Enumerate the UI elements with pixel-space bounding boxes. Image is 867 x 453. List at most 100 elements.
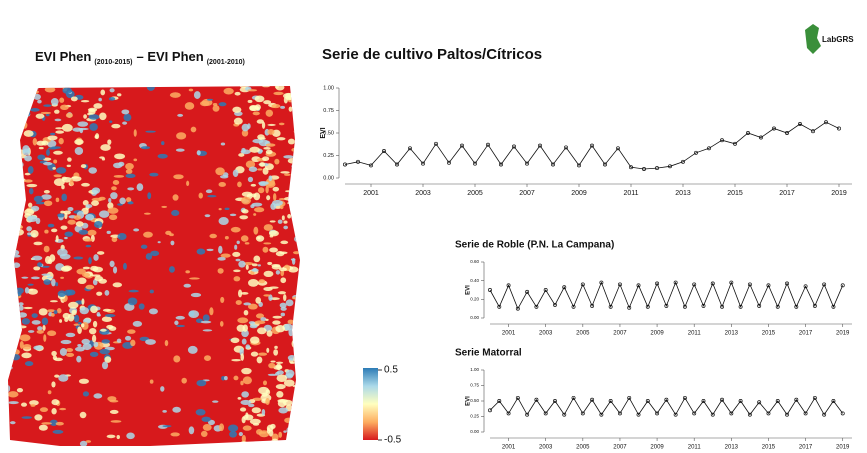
map-patch <box>250 270 255 276</box>
map-patch <box>53 150 63 155</box>
map-patch <box>33 86 39 90</box>
data-point <box>473 161 477 166</box>
map-patch <box>249 146 260 153</box>
map-patch <box>10 94 20 100</box>
map-patch <box>280 306 287 311</box>
map-patch <box>41 194 52 200</box>
map-patch <box>61 184 65 190</box>
map-patch <box>266 347 270 353</box>
map-patch <box>81 182 90 187</box>
map-patch <box>286 426 293 434</box>
map-patch <box>8 222 16 231</box>
y-tick-label: 1.00 <box>323 85 334 91</box>
map-title-sub: (2010-2015) <box>94 59 132 66</box>
map-patch <box>107 139 112 146</box>
map-patch <box>148 308 158 315</box>
data-point <box>645 399 650 403</box>
y-tick-label: 0.50 <box>323 130 334 136</box>
map-patch <box>218 245 223 254</box>
map-patch <box>262 156 270 162</box>
y-tick-label: 0.60 <box>470 259 479 264</box>
data-point <box>447 160 451 165</box>
data-point <box>506 411 511 416</box>
map-patch <box>43 161 53 166</box>
data-point <box>538 143 542 148</box>
map-patch <box>107 202 114 210</box>
map-patch <box>12 240 18 244</box>
map-patch <box>247 303 258 310</box>
map-patch <box>12 349 20 355</box>
map-patch <box>283 220 288 224</box>
data-point <box>673 412 678 417</box>
x-tick-label: 2013 <box>725 331 739 337</box>
map-patch <box>165 230 172 236</box>
map-patch <box>9 129 18 136</box>
map-patch <box>18 302 24 306</box>
map-patch <box>207 419 215 426</box>
data-point <box>636 283 641 288</box>
map-patch <box>280 277 287 284</box>
map-patch <box>27 202 33 208</box>
x-tick-label: 2017 <box>799 331 813 337</box>
map-patch <box>112 266 118 274</box>
map-patch <box>46 276 54 279</box>
data-point <box>534 397 539 402</box>
map-patch <box>150 250 160 257</box>
map-patch <box>89 327 97 335</box>
map-patch <box>47 223 55 228</box>
map-patch <box>47 390 52 395</box>
map-patch <box>33 241 43 246</box>
map-patch <box>181 377 187 384</box>
map-patch <box>254 320 266 325</box>
data-point <box>562 285 567 290</box>
map-patch <box>289 435 295 440</box>
map-patch <box>275 361 284 364</box>
map-patch <box>257 236 261 240</box>
map-patch <box>190 292 202 298</box>
map-patch <box>200 100 210 107</box>
map-patch <box>241 329 249 338</box>
map-patch <box>12 249 20 256</box>
map-patch <box>288 437 293 444</box>
map-patch <box>207 194 217 198</box>
map-patch <box>149 379 154 384</box>
map-patch <box>149 289 154 294</box>
map-patch <box>77 277 87 285</box>
map-patch <box>133 228 140 232</box>
map-patch <box>284 190 296 193</box>
y-tick-label: 0.00 <box>470 315 479 320</box>
map-patch <box>125 173 136 179</box>
map-patch <box>51 228 58 233</box>
map-patch <box>195 408 206 416</box>
map-patch <box>37 99 42 104</box>
map-patch <box>14 302 20 310</box>
data-point <box>729 411 734 416</box>
map-patch <box>30 108 40 112</box>
map-patch <box>31 255 43 261</box>
map-patch <box>44 229 49 234</box>
map-patch <box>12 337 18 345</box>
y-tick-label: 1.00 <box>470 367 479 372</box>
data-point <box>590 397 595 402</box>
map-patch <box>219 174 229 179</box>
map-patch <box>43 189 50 194</box>
map-patch <box>98 210 110 218</box>
map-patch <box>79 127 84 134</box>
map-patch <box>237 181 242 188</box>
data-point <box>692 282 697 287</box>
map-patch <box>77 121 89 127</box>
map-patch <box>93 103 103 109</box>
map-patch <box>233 269 241 273</box>
map-patch <box>33 93 41 100</box>
map-patch <box>171 209 180 217</box>
map-patch <box>39 407 49 413</box>
map-patch <box>14 228 24 236</box>
map-patch <box>9 233 19 239</box>
map-patch <box>106 324 114 329</box>
map-patch <box>287 201 295 205</box>
map-patch <box>47 330 57 337</box>
map-patch <box>11 122 19 128</box>
map-patch <box>291 442 300 446</box>
map-patch <box>249 105 260 112</box>
map-patch <box>52 429 64 434</box>
